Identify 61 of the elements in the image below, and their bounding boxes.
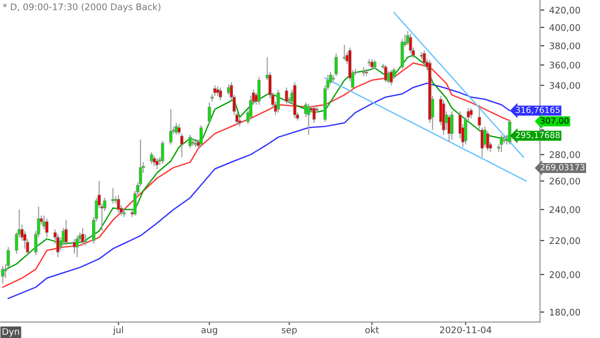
- data-label: 295,17688: [516, 132, 560, 140]
- y-tick-label: 260,00: [550, 178, 580, 186]
- candlestick: [500, 134, 504, 153]
- x-tick-label: jul: [112, 326, 123, 336]
- candlestick: [213, 84, 217, 97]
- text: 269,03173: [540, 164, 584, 172]
- candlestick: [218, 86, 222, 101]
- candlestick: [257, 76, 261, 106]
- data-label: 316,76165: [516, 106, 560, 114]
- candlestick: [56, 234, 60, 258]
- candlestick: [450, 110, 454, 140]
- candlestick: [160, 140, 164, 164]
- candlestick: [276, 89, 280, 114]
- x-tick-label: aug: [201, 328, 218, 336]
- candlestick: [483, 126, 487, 148]
- candlestick: [64, 220, 68, 246]
- candlestick: [45, 218, 48, 238]
- y-tick-label: 360,00: [550, 62, 580, 70]
- y-tick-label: 380,00: [550, 42, 580, 50]
- candlestick: [312, 105, 316, 124]
- candlestick: [180, 133, 184, 158]
- y-tick-label: 340,00: [550, 82, 580, 90]
- x-tick-label: 2020-11-04: [440, 326, 492, 334]
- candlestick: [169, 108, 172, 146]
- candlestick: [384, 64, 388, 83]
- candlestick: [422, 50, 426, 68]
- candlestick: [370, 58, 374, 71]
- y-tick-label: 180,00: [550, 308, 580, 317]
- y-tick-label: 240,00: [550, 206, 580, 214]
- candlestick: [84, 234, 88, 246]
- candlestick: [174, 122, 178, 136]
- candlestick: [177, 124, 181, 136]
- candlestick: [469, 108, 473, 119]
- candlestick: [188, 134, 192, 149]
- chart-title: * D, 09:00-17:30 (2000 Days Back): [2, 3, 160, 12]
- text: Dyn: [2, 328, 20, 337]
- candlestick: [1, 265, 4, 284]
- candlestick: [75, 235, 79, 258]
- candlestick: [306, 103, 310, 136]
- candlestick: [284, 86, 288, 104]
- y-tick-label: 200,00: [550, 271, 580, 279]
- candlestick: [155, 158, 159, 170]
- y-tick-label: 280,00: [550, 151, 580, 160]
- candlestick: [334, 52, 338, 77]
- candlestick: [199, 124, 203, 148]
- candlestick: [152, 155, 156, 167]
- candlestick: [208, 102, 212, 125]
- candlestick: [390, 69, 393, 86]
- y-tick-label: 420,00: [549, 6, 580, 15]
- candlestick: [72, 238, 76, 254]
- candlestick: [342, 44, 346, 61]
- candlestick: [486, 130, 490, 152]
- text: 307,00: [540, 117, 569, 125]
- y-tick-label: 220,00: [550, 237, 580, 246]
- candlestick: [362, 66, 366, 77]
- y-tick-label: 400,00: [549, 24, 580, 32]
- candlestick: [80, 227, 84, 246]
- x-tick-label: okt: [365, 326, 379, 334]
- candlestick: [508, 118, 512, 146]
- candlestick: [408, 33, 412, 54]
- x-tick-label: sep: [282, 328, 297, 336]
